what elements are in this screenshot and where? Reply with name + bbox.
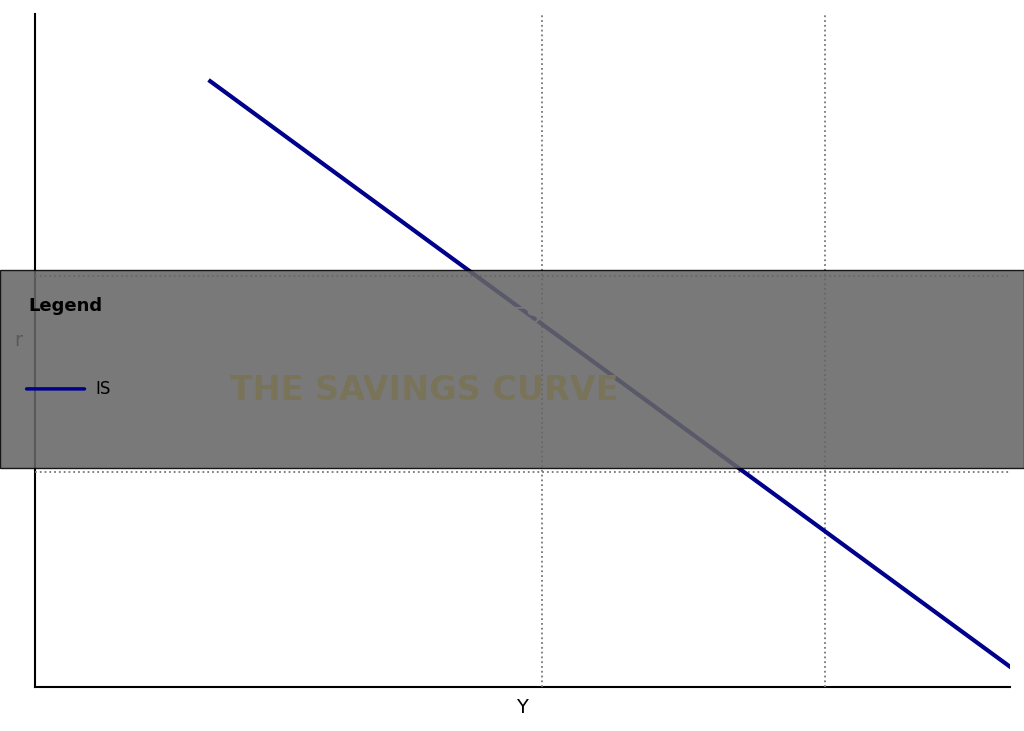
Text: INVESTMENT RATIO: SHIFTING: INVESTMENT RATIO: SHIFTING [473,308,808,327]
X-axis label: Y: Y [516,698,528,717]
Text: IS: IS [95,380,111,398]
Y-axis label: r: r [14,331,22,350]
Text: Legend: Legend [29,297,102,315]
Text: THE SAVINGS CURVE: THE SAVINGS CURVE [229,374,618,406]
